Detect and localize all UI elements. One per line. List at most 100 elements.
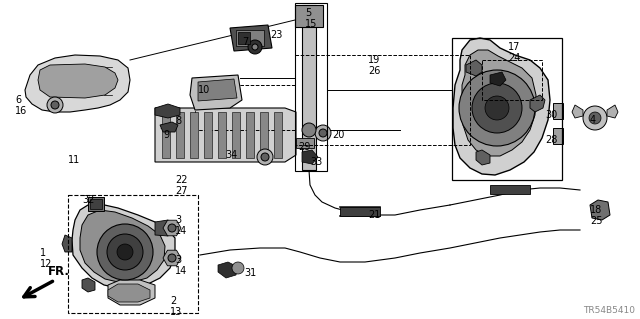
Bar <box>238 32 250 44</box>
Circle shape <box>485 96 509 120</box>
Circle shape <box>319 129 327 137</box>
Bar <box>553 128 563 144</box>
Bar <box>482 60 542 100</box>
Text: 30: 30 <box>545 110 557 120</box>
Bar <box>204 112 212 158</box>
Bar <box>274 112 282 158</box>
Text: FR.: FR. <box>48 265 70 278</box>
Bar <box>162 112 170 158</box>
Polygon shape <box>340 207 380 216</box>
Polygon shape <box>466 60 482 76</box>
Circle shape <box>47 97 63 113</box>
Polygon shape <box>160 122 178 132</box>
Bar <box>260 112 268 158</box>
Polygon shape <box>230 25 272 51</box>
Circle shape <box>252 44 258 50</box>
Polygon shape <box>108 280 155 305</box>
Circle shape <box>97 224 153 280</box>
Text: 32: 32 <box>82 195 94 205</box>
Circle shape <box>315 125 331 141</box>
Text: 28: 28 <box>545 135 557 145</box>
Polygon shape <box>476 150 490 165</box>
Text: 4: 4 <box>590 115 596 125</box>
Circle shape <box>232 262 244 274</box>
Text: 8: 8 <box>175 116 181 126</box>
Bar <box>246 112 254 158</box>
Polygon shape <box>108 284 150 302</box>
Text: 9: 9 <box>163 130 169 140</box>
Bar <box>176 112 184 158</box>
Circle shape <box>261 153 269 161</box>
Text: 22
27: 22 27 <box>175 175 188 196</box>
Text: 1
12: 1 12 <box>40 248 52 269</box>
Text: 31: 31 <box>244 268 256 278</box>
Polygon shape <box>530 95 545 112</box>
Polygon shape <box>572 105 583 118</box>
Bar <box>295 3 327 171</box>
Bar <box>302 5 316 170</box>
Bar <box>452 38 562 180</box>
Text: 3
14: 3 14 <box>175 215 188 236</box>
Polygon shape <box>490 72 506 86</box>
Circle shape <box>51 101 59 109</box>
Bar <box>218 112 226 158</box>
Circle shape <box>248 40 262 54</box>
Polygon shape <box>218 262 238 278</box>
Bar <box>295 5 323 27</box>
Polygon shape <box>25 55 130 112</box>
Text: 33: 33 <box>310 157 323 167</box>
Polygon shape <box>80 210 165 282</box>
Polygon shape <box>453 38 550 175</box>
Text: 10: 10 <box>198 85 211 95</box>
Circle shape <box>117 244 133 260</box>
Circle shape <box>257 149 273 165</box>
Circle shape <box>302 123 316 137</box>
Bar <box>296 138 314 148</box>
Polygon shape <box>490 185 530 194</box>
Circle shape <box>583 106 607 130</box>
Bar <box>190 112 198 158</box>
Polygon shape <box>72 204 175 288</box>
Bar <box>236 30 264 46</box>
Polygon shape <box>198 79 237 101</box>
Circle shape <box>472 83 522 133</box>
Bar <box>232 112 240 158</box>
Text: 23: 23 <box>270 30 282 40</box>
Circle shape <box>589 112 601 124</box>
Polygon shape <box>163 220 181 236</box>
Circle shape <box>168 254 176 262</box>
Polygon shape <box>82 278 95 292</box>
Bar <box>90 199 102 209</box>
Polygon shape <box>155 108 296 162</box>
Bar <box>68 195 198 313</box>
Text: 7: 7 <box>242 37 248 47</box>
Text: 21: 21 <box>368 210 380 220</box>
Polygon shape <box>302 150 318 164</box>
Polygon shape <box>607 105 618 118</box>
Text: 6
16: 6 16 <box>15 95 28 116</box>
Text: 5
15: 5 15 <box>305 8 317 29</box>
Text: 29: 29 <box>298 142 310 152</box>
Text: 2
13: 2 13 <box>170 296 182 317</box>
Text: 18
25: 18 25 <box>590 205 602 226</box>
Text: 3
14: 3 14 <box>175 255 188 276</box>
Polygon shape <box>590 200 610 220</box>
Text: 17
24: 17 24 <box>508 42 520 63</box>
Text: 34: 34 <box>225 150 237 160</box>
Bar <box>553 103 563 119</box>
Text: 20: 20 <box>332 130 344 140</box>
Bar <box>295 55 470 145</box>
Polygon shape <box>38 64 118 98</box>
Polygon shape <box>190 75 242 110</box>
Polygon shape <box>62 235 72 252</box>
Polygon shape <box>163 250 181 266</box>
Text: 11: 11 <box>68 155 80 165</box>
Polygon shape <box>155 220 172 236</box>
Circle shape <box>168 224 176 232</box>
Bar <box>88 197 104 211</box>
Polygon shape <box>462 50 536 156</box>
Circle shape <box>107 234 143 270</box>
Text: TR54B5410: TR54B5410 <box>583 306 635 315</box>
Polygon shape <box>155 104 180 118</box>
Text: 19
26: 19 26 <box>368 55 380 76</box>
